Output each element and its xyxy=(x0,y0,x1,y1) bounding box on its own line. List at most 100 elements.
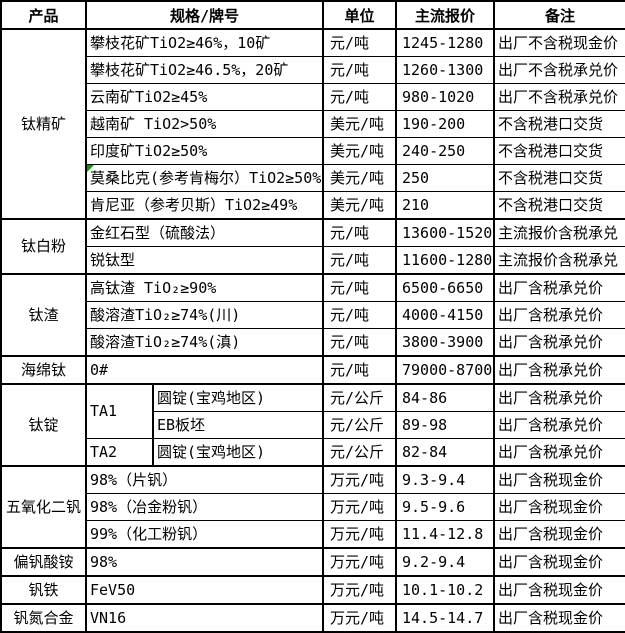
product-cell: 五氧化二钒 xyxy=(0,465,87,549)
note-cell: 出厂含税承兑价 xyxy=(493,273,625,302)
column-header-note: 备注 xyxy=(493,0,625,30)
grade-cell: TA2 xyxy=(85,438,154,467)
table-row: 海绵钛 0# 元/吨 79000-87000 出厂含税承兑价 xyxy=(0,355,625,385)
price-cell: 1260-1300 xyxy=(395,56,495,84)
table-row: 钛锭 TA1 圆锭(宝鸡地区) 元/公斤 84-86 出厂含税承兑价 xyxy=(0,383,625,467)
unit-cell: 元/吨 xyxy=(322,218,397,247)
note-cell: 出厂含税现金价 xyxy=(493,603,625,633)
table-row: 钛精矿 攀枝花矿TiO2≥46%，10矿 元/吨 1245-1280 出厂不含税… xyxy=(0,28,625,220)
table-row: 莫桑比克(参考肯梅尔）TiO2≥50% 美元/吨 250 不含税港口交货 xyxy=(1,164,625,192)
table-row: 98%（冶金粉钒） 万元/吨 9.5-9.6 出厂含税现金价 xyxy=(1,493,625,521)
product-cell: 钛白粉 xyxy=(0,218,87,275)
spec-cell: 酸溶渣TiO₂≥74%(滇) xyxy=(85,328,324,357)
price-cell: 210 xyxy=(395,191,495,220)
product-cell: 海绵钛 xyxy=(0,355,87,385)
note-cell: 出厂含税现金价 xyxy=(493,465,625,494)
column-header-unit: 单位 xyxy=(322,0,397,30)
table-row: 99%（化工粉钒） 万元/吨 11.4-12.8 出厂含税现金价 xyxy=(1,520,625,549)
unit-cell: 元/公斤 xyxy=(322,438,397,467)
note-cell: 出厂含税承兑价 xyxy=(493,328,625,357)
table-row: TA2 圆锭(宝鸡地区) 元/公斤 82-84 出厂含税承兑价 xyxy=(1,438,625,467)
spec-cell: VN16 xyxy=(85,603,324,633)
spec-cell: 印度矿TiO2≥50% xyxy=(85,137,324,165)
spec-cell: 99%（化工粉钒） xyxy=(85,520,324,549)
note-cell: 出厂不含税现金价 xyxy=(493,28,625,57)
table-row: 锐钛型 元/吨 11600-12800 主流报价含税承兑 xyxy=(1,246,625,275)
price-cell: 11.4-12.8 xyxy=(395,520,495,549)
unit-cell: 美元/吨 xyxy=(322,110,397,138)
table-row: 五氧化二钒 98%（片钒） 万元/吨 9.3-9.4 出厂含税现金价 xyxy=(0,465,625,549)
unit-cell: 元/吨 xyxy=(322,355,397,385)
unit-cell: 元/吨 xyxy=(322,328,397,357)
unit-cell: 万元/吨 xyxy=(322,547,397,577)
spec-cell: 莫桑比克(参考肯梅尔）TiO2≥50% xyxy=(85,164,324,192)
price-cell: 82-84 xyxy=(395,438,495,467)
note-cell: 出厂不含税承兑价 xyxy=(493,83,625,111)
price-cell: 84-86 xyxy=(395,383,495,412)
unit-cell: 元/公斤 xyxy=(322,383,397,412)
note-cell: 出厂含税承兑价 xyxy=(493,411,625,439)
price-cell: 190-200 xyxy=(395,110,495,138)
spec-cell: EB板坯 xyxy=(152,411,324,439)
price-cell: 79000-87000 xyxy=(395,355,495,385)
table-row: 钛渣 高钛渣 TiO₂≥90% 元/吨 6500-6650 出厂含税承兑价 xyxy=(0,273,625,357)
table-row: 酸溶渣TiO₂≥74%(滇) 元/吨 3800-3900 出厂含税承兑价 xyxy=(1,328,625,357)
spec-cell: 98%（冶金粉钒） xyxy=(85,493,324,521)
spec-cell: FeV50 xyxy=(85,575,324,605)
note-cell: 不含税港口交货 xyxy=(493,164,625,192)
unit-cell: 万元/吨 xyxy=(322,465,397,494)
price-cell: 3800-3900 xyxy=(395,328,495,357)
price-cell: 250 xyxy=(395,164,495,192)
spec-cell: 0# xyxy=(85,355,324,385)
product-cell: 钛精矿 xyxy=(0,28,87,220)
unit-cell: 万元/吨 xyxy=(322,520,397,549)
price-cell: 980-1020 xyxy=(395,83,495,111)
note-cell: 出厂含税现金价 xyxy=(493,575,625,605)
unit-cell: 万元/吨 xyxy=(322,493,397,521)
unit-cell: 元/吨 xyxy=(322,301,397,329)
spec-cell: 攀枝花矿TiO2≥46%，10矿 xyxy=(85,28,324,57)
spec-text: 莫桑比克(参考肯梅尔）TiO2≥50% xyxy=(90,168,322,187)
price-cell: 11600-12800 xyxy=(395,246,495,275)
price-cell: 89-98 xyxy=(395,411,495,439)
unit-cell: 元/吨 xyxy=(322,56,397,84)
spec-cell: 圆锭(宝鸡地区) xyxy=(152,438,324,467)
spec-cell: 酸溶渣TiO₂≥74%(川) xyxy=(85,301,324,329)
table-row: 肯尼亚（参考贝斯）TiO2≥49% 美元/吨 210 不含税港口交货 xyxy=(1,191,625,220)
product-cell: 钒铁 xyxy=(0,575,87,605)
unit-cell: 元/吨 xyxy=(322,273,397,302)
comment-marker-icon xyxy=(88,165,94,172)
spec-cell: 肯尼亚（参考贝斯）TiO2≥49% xyxy=(85,191,324,220)
spec-cell: 攀枝花矿TiO2≥46.5%，20矿 xyxy=(85,56,324,84)
spec-cell: 高钛渣 TiO₂≥90% xyxy=(85,273,324,302)
note-cell: 出厂含税现金价 xyxy=(493,520,625,549)
spec-cell: 98%（片钒） xyxy=(85,465,324,494)
note-cell: 出厂含税承兑价 xyxy=(493,383,625,412)
note-cell: 出厂含税现金价 xyxy=(493,493,625,521)
price-cell: 1245-1280 xyxy=(395,28,495,57)
table-row: 越南矿 TiO2>50% 美元/吨 190-200 不含税港口交货 xyxy=(1,110,625,138)
note-cell: 不含税港口交货 xyxy=(493,191,625,220)
table-row: 钒氮合金 VN16 万元/吨 14.5-14.7 出厂含税现金价 xyxy=(0,603,625,633)
unit-cell: 万元/吨 xyxy=(322,603,397,633)
column-header-price: 主流报价 xyxy=(395,0,495,30)
note-cell: 出厂含税现金价 xyxy=(493,547,625,577)
unit-cell: 元/吨 xyxy=(322,28,397,57)
price-cell: 9.3-9.4 xyxy=(395,465,495,494)
spec-cell: 98% xyxy=(85,547,324,577)
table-row: 酸溶渣TiO₂≥74%(川) 元/吨 4000-4150 出厂含税承兑价 xyxy=(1,301,625,329)
table-row: 印度矿TiO2≥50% 美元/吨 240-250 不含税港口交货 xyxy=(1,137,625,165)
note-cell: 出厂含税承兑价 xyxy=(493,301,625,329)
table-row: 钒铁 FeV50 万元/吨 10.1-10.2 出厂含税现金价 xyxy=(0,575,625,605)
note-cell: 出厂含税承兑价 xyxy=(493,355,625,385)
price-cell: 9.5-9.6 xyxy=(395,493,495,521)
unit-cell: 美元/吨 xyxy=(322,191,397,220)
price-cell: 240-250 xyxy=(395,137,495,165)
product-cell: 钒氮合金 xyxy=(0,603,87,633)
unit-cell: 元/吨 xyxy=(322,246,397,275)
note-cell: 主流报价含税承兑 xyxy=(493,218,625,247)
unit-cell: 元/公斤 xyxy=(322,411,397,439)
note-cell: 不含税港口交货 xyxy=(493,137,625,165)
price-cell: 4000-4150 xyxy=(395,301,495,329)
